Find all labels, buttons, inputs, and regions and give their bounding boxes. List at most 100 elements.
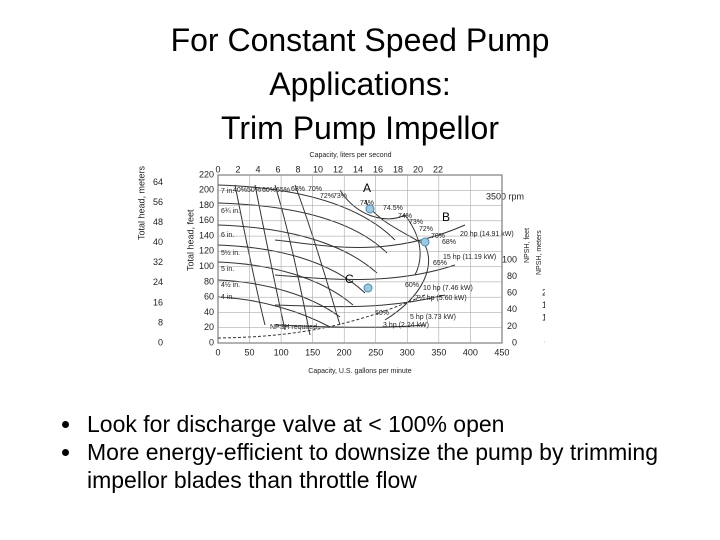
x-tick-label: 150 xyxy=(305,347,320,357)
efficiency-label: 65% xyxy=(433,260,447,267)
speed-label: 3500 rpm xyxy=(486,191,524,201)
top-tick-label: 0 xyxy=(215,164,220,174)
x-tick-label: 350 xyxy=(431,347,446,357)
efficiency-curve xyxy=(234,184,341,336)
operating-point xyxy=(363,283,373,293)
x-tick-label: 100 xyxy=(274,347,289,357)
x-tick-label: 250 xyxy=(368,347,383,357)
x-tick-label: 200 xyxy=(337,347,352,357)
efficiency-label: 74% xyxy=(398,213,412,220)
npsh-tick-label: 100 xyxy=(502,254,517,264)
npsh-tick-label: 10 xyxy=(542,312,545,322)
point-label: A xyxy=(363,181,371,195)
y-tick-label: 0 xyxy=(158,337,163,347)
top-tick-label: 22 xyxy=(433,164,443,174)
y-tick-label: 200 xyxy=(199,185,214,195)
npsh-tick-label: 20 xyxy=(542,287,545,297)
y-tick-label: 20 xyxy=(204,322,214,332)
y-tick-label: 40 xyxy=(204,307,214,317)
npsh-tick-label: 5 xyxy=(544,325,545,335)
y-tick-label: 40 xyxy=(153,237,163,247)
top-tick-label: 8 xyxy=(296,164,301,174)
y-tick-label: 100 xyxy=(199,261,214,271)
axis-label: Total head, meters xyxy=(136,165,146,240)
efficiency-label: 74% xyxy=(360,200,374,207)
npsh-tick-label: 0 xyxy=(544,337,545,347)
top-tick-label: 16 xyxy=(373,164,383,174)
bullet-list: Look for discharge valve at < 100% open … xyxy=(55,410,683,494)
x-tick-label: 300 xyxy=(400,347,415,357)
efficiency-label: 60% xyxy=(262,187,276,194)
impeller-curve xyxy=(217,296,331,328)
y-tick-label: 140 xyxy=(199,230,214,240)
efficiency-label: 72% xyxy=(419,226,433,233)
y-tick-label: 64 xyxy=(153,177,163,187)
top-tick-label: 10 xyxy=(313,164,323,174)
y-tick-label: 60 xyxy=(204,292,214,302)
bullet: More energy-efficient to downsize the pu… xyxy=(83,438,683,494)
impeller-label: 5 in. xyxy=(221,266,234,273)
curves xyxy=(217,184,466,339)
impeller-curve xyxy=(217,202,388,254)
y-tick-label: 160 xyxy=(199,215,214,225)
x-tick-label: 450 xyxy=(494,347,509,357)
power-label: 3 hp (2.24 kW) xyxy=(383,322,429,329)
point-label: B xyxy=(442,210,450,224)
power-label: 15 hp (11.19 kW) xyxy=(443,254,496,261)
power-label: 20 hp (14.91 kW) xyxy=(460,231,514,238)
point-label: C xyxy=(345,272,354,286)
y-tick-label: 220 xyxy=(199,169,214,179)
impeller-label: 6¾ in. xyxy=(221,208,240,215)
x-tick-label: 50 xyxy=(245,347,255,357)
efficiency-label: 68% xyxy=(291,186,305,193)
axis-label: NPSH, meters xyxy=(536,230,543,275)
impeller-label: 4½ in. xyxy=(221,281,240,289)
power-label: 5 hp (3.73 kW) xyxy=(410,314,456,321)
pump-curve-figure: Total head, meters Total head, feet 3500… xyxy=(136,152,545,375)
npsh-tick-label: 0 xyxy=(512,337,517,347)
y-tick-label: 8 xyxy=(158,317,163,327)
impeller-curve xyxy=(217,224,378,274)
y-tick-label: 56 xyxy=(153,197,163,207)
impeller-label: 5½ in. xyxy=(221,249,240,257)
top-tick-label: 12 xyxy=(333,164,343,174)
bullet: Look for discharge valve at < 100% open xyxy=(83,410,683,438)
efficiency-label: 50% xyxy=(375,310,389,317)
power-label: 7½ hp (5.60 kW) xyxy=(415,294,467,302)
y-tick-label: 120 xyxy=(199,246,214,256)
efficiency-label: 70% xyxy=(431,233,445,240)
operating-point xyxy=(420,237,430,247)
title-line: Trim Pump Impellor xyxy=(221,110,499,146)
npsh-curve xyxy=(217,294,426,339)
y-tick-label: 80 xyxy=(204,276,214,286)
top-tick-label: 14 xyxy=(353,164,363,174)
top-tick-label: 6 xyxy=(276,164,281,174)
efficiency-label: 72% xyxy=(320,193,334,200)
axis-label: NPSH, feet xyxy=(524,228,531,263)
npsh-tick-label: 60 xyxy=(507,288,517,298)
axis-label: Capacity, U.S. gallons per minute xyxy=(308,368,411,375)
top-tick-label: 4 xyxy=(255,164,260,174)
impeller-curve xyxy=(217,184,396,241)
npsh-tick-label: 15 xyxy=(542,300,545,310)
top-tick-label: 20 xyxy=(413,164,423,174)
top-tick-label: 18 xyxy=(393,164,403,174)
impeller-curve xyxy=(217,261,354,306)
y-tick-label: 48 xyxy=(153,217,163,227)
power-curve xyxy=(274,224,466,328)
efficiency-label: 40% xyxy=(233,187,247,194)
y-tick-label: 0 xyxy=(209,337,214,347)
efficiency-label: 73% xyxy=(409,219,423,226)
npsh-tick-label: 80 xyxy=(507,271,517,281)
axis-label: Total head, feet xyxy=(185,209,195,271)
npsh-tick-label: 20 xyxy=(507,321,517,331)
npsh-tick-label: 40 xyxy=(507,304,517,314)
y-tick-label: 180 xyxy=(199,200,214,210)
impeller-curve xyxy=(217,244,366,294)
efficiency-label: 65% xyxy=(276,187,290,194)
efficiency-label: 70% xyxy=(308,186,322,193)
power-label: 10 hp (7.46 kW) xyxy=(423,285,473,292)
y-tick-label: 24 xyxy=(153,277,163,287)
axis-label: Capacity, liters per second xyxy=(310,152,392,159)
